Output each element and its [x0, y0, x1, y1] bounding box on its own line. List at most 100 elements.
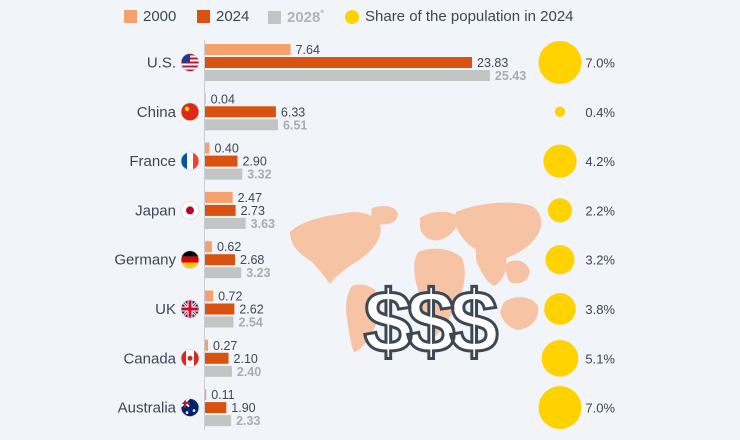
- legend-label-2000: 2000: [143, 8, 177, 25]
- bar-2028-us: [205, 70, 490, 81]
- legend-swatch-2000: [124, 10, 137, 23]
- bar-2000-germany: [205, 241, 212, 253]
- bar-value-label: 1.90: [231, 401, 255, 415]
- legend-label-share: Share of the population in 2024: [365, 8, 574, 25]
- category-label: Japan: [135, 202, 176, 219]
- legend-item-share: Share of the population in 2024: [345, 8, 574, 25]
- bar-2000-uk: [205, 290, 214, 302]
- bar-value-label: 2.33: [236, 414, 260, 428]
- canada-flag-icon: [180, 348, 200, 368]
- legend-label-2024: 2024: [216, 8, 250, 25]
- legend: 2000 2024 2028* Share of the population …: [0, 6, 740, 28]
- legend-dot-share: [345, 9, 359, 24]
- bar-2024-germany: [205, 254, 236, 266]
- bar-value-label: 2.40: [237, 365, 261, 379]
- population-share-label: 2.2%: [585, 203, 615, 218]
- bar-value-label: 2.54: [238, 316, 262, 330]
- bar-value-label: 2.10: [234, 352, 258, 366]
- population-share-bubble: [554, 106, 566, 117]
- bar-value-label: 6.33: [281, 105, 305, 119]
- bar-2000-china: [205, 93, 206, 105]
- china-flag-icon: [180, 102, 200, 122]
- bar-value-label: 2.73: [241, 204, 265, 218]
- map-europe: [420, 211, 459, 241]
- bar-value-label: 2.62: [239, 303, 263, 317]
- bar-2024-france: [205, 155, 238, 167]
- bar-value-label: 0.40: [214, 142, 238, 156]
- population-share-label: 3.8%: [585, 302, 615, 317]
- map-africa: [414, 248, 465, 338]
- bar-value-label: 0.27: [213, 339, 237, 353]
- population-share-bubble: [544, 293, 576, 325]
- bar-2028-germany: [205, 267, 242, 279]
- uk-flag-icon: [180, 299, 200, 319]
- legend-item-2024: 2024: [197, 8, 249, 25]
- map-asia: [454, 202, 542, 262]
- population-share-label: 4.2%: [585, 154, 615, 169]
- bar-2000-france: [205, 142, 210, 154]
- population-share-label: 0.4%: [585, 105, 615, 120]
- population-share-bubble: [543, 144, 577, 178]
- map-greenland: [371, 206, 398, 225]
- bar-2028-japan: [205, 217, 246, 229]
- legend-swatch-2028: [268, 10, 281, 24]
- bar-value-label: 25.43: [495, 69, 526, 83]
- population-share-bubble: [545, 245, 575, 275]
- legend-label-2028: 2028*: [287, 8, 324, 26]
- population-share-bubble: [541, 339, 579, 377]
- map-north-america: [290, 212, 381, 284]
- dollar-signs-decoration: $$$: [364, 272, 498, 371]
- map-australia: [500, 297, 539, 330]
- bar-2028-china: [205, 119, 278, 131]
- legend-label-2028-year: 2028: [287, 9, 321, 26]
- bar-value-label: 0.04: [211, 92, 235, 106]
- bar-2024-japan: [205, 204, 236, 216]
- category-label: France: [129, 153, 176, 170]
- bar-2024-canada: [205, 352, 229, 364]
- bar-value-label: 3.63: [251, 217, 275, 231]
- bar-2000-us: [205, 44, 291, 55]
- category-label: Canada: [123, 350, 176, 367]
- bar-2028-france: [205, 168, 243, 180]
- bar-value-label: 0.72: [218, 290, 242, 304]
- bar-value-label: 2.68: [240, 253, 264, 267]
- bar-2000-australia: [205, 389, 207, 401]
- germany-flag-icon: [180, 250, 200, 270]
- france-flag-icon: [180, 151, 200, 171]
- bar-value-label: 3.32: [247, 168, 271, 182]
- bar-2024-australia: [205, 402, 227, 414]
- category-label: Germany: [114, 252, 176, 269]
- map-southeast-asia: [505, 260, 530, 284]
- us-flag-icon: [180, 53, 200, 72]
- map-south-asia: [476, 248, 507, 286]
- category-label: UK: [155, 301, 176, 318]
- bar-2028-australia: [205, 415, 232, 427]
- bar-value-label: 2.47: [238, 191, 262, 205]
- bar-2024-us: [205, 57, 472, 68]
- population-share-bubble: [547, 198, 573, 223]
- bar-2000-canada: [205, 339, 209, 351]
- category-label: China: [137, 104, 177, 121]
- bar-value-label: 7.64: [296, 43, 320, 57]
- bar-value-label: 0.11: [211, 388, 234, 402]
- legend-item-2028: 2028*: [268, 8, 324, 26]
- legend-item-2000: 2000: [124, 8, 176, 25]
- australia-flag-icon: [180, 398, 200, 418]
- bar-2028-canada: [205, 365, 232, 377]
- population-share-bubble: [538, 41, 582, 84]
- population-share-label: 5.1%: [585, 351, 615, 366]
- bar-2024-uk: [205, 303, 235, 315]
- legend-swatch-2024: [197, 10, 210, 23]
- world-map: [290, 202, 542, 352]
- legend-footnote-mark: *: [320, 8, 324, 18]
- bar-2028-uk: [205, 316, 234, 328]
- bar-value-label: 0.62: [217, 240, 241, 254]
- population-share-label: 3.2%: [585, 253, 615, 268]
- bar-value-label: 23.83: [477, 56, 508, 70]
- japan-flag-icon: [180, 200, 200, 220]
- bar-value-label: 2.90: [242, 155, 266, 169]
- category-label: Australia: [118, 400, 177, 417]
